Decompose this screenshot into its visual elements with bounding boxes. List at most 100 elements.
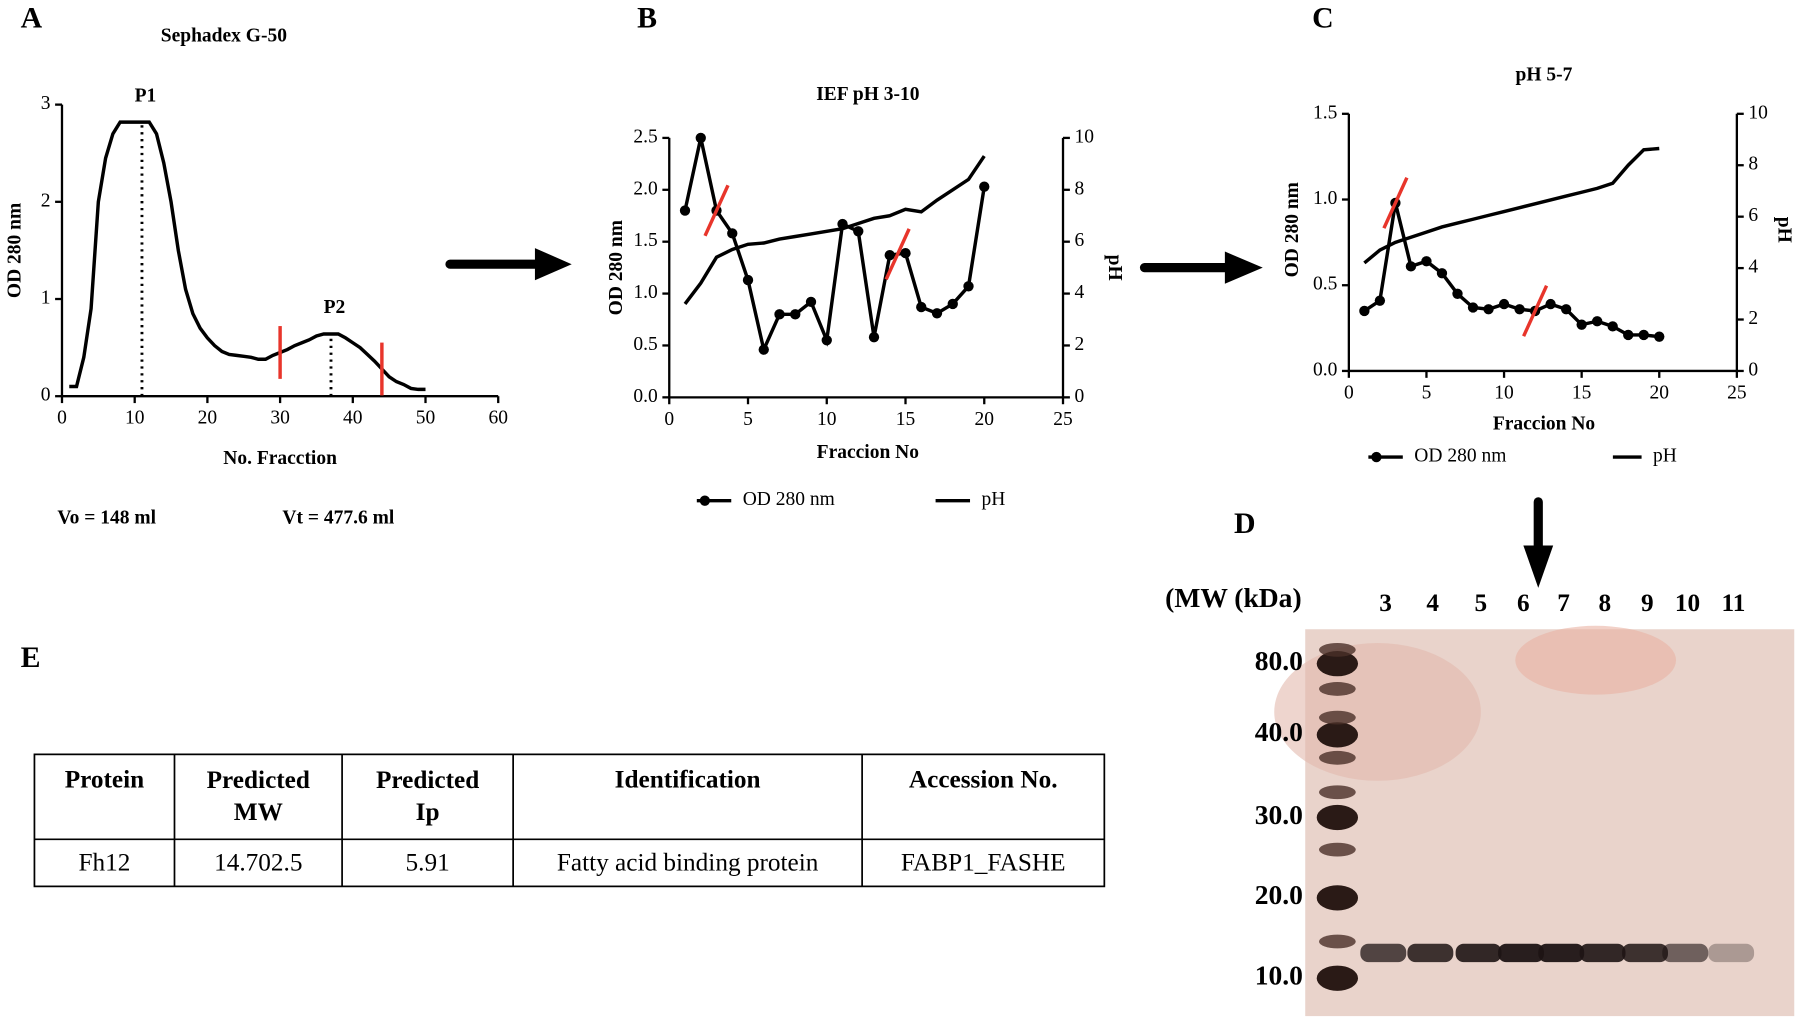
point [1483,304,1494,315]
y-tick-label: 1.0 [633,282,657,303]
band [1407,943,1454,963]
point [868,331,880,343]
x-tick-label: 50 [416,408,436,429]
point [774,309,785,320]
point [1623,329,1634,341]
y2-tick-label: 8 [1748,154,1758,175]
legend-label: pH [982,489,1006,510]
chart-title: Sephadex G-50 [161,25,287,46]
point [1560,304,1572,315]
axes [1347,113,1739,373]
ladder-band [1316,885,1359,911]
legend-marker [1371,451,1382,463]
point [758,344,769,355]
point [1452,288,1463,299]
point [916,301,927,313]
band [1662,943,1709,963]
ladder-band [1316,804,1359,831]
chart-title: pH 5-7 [1516,64,1573,85]
y-tick-label: 1.0 [1313,188,1337,209]
x-tick-label: 25 [1053,409,1073,430]
panel-label: D [1234,507,1256,540]
x-tick-label: 20 [198,408,218,429]
lane-label: 7 [1557,589,1570,617]
ladder-band [1319,785,1356,800]
ladder-band [1319,842,1356,857]
table: E Protein Predicted MW Predicted Ip Identific… [21,641,1106,888]
y-tick-label: 3 [41,93,51,114]
lane-label: 5 [1475,589,1488,617]
band [1579,943,1626,963]
point [805,296,817,308]
point [931,308,943,319]
point [695,132,706,144]
header-cell: Identification [615,766,761,794]
y-tick-label: 1.5 [633,230,657,251]
y-axis-label: OD 280 nm [606,220,627,315]
x-tick-label: 60 [488,408,508,429]
ladder-band [1319,643,1356,657]
y2-axis-label: pH [1773,217,1794,243]
x-axis-label: No. Fracction [223,448,337,469]
note: Vo = 148 ml [57,508,156,529]
gel-panel: D (MW (kDa) 3 4 5 6 7 8 9 10 11 80.0 40.0 30.0 20.0 1… [1165,507,1795,1017]
x-tick-label: 25 [1727,382,1747,403]
ladder-band [1316,722,1359,748]
point [727,228,738,239]
mw-label: 40.0 [1255,716,1303,747]
x-tick-label: 20 [975,409,995,430]
arrows [445,248,1554,588]
header-cell: Accession No. [909,766,1058,794]
lane-label: 6 [1517,589,1530,617]
lane-label: 3 [1379,589,1392,617]
x-tick-label: 20 [1650,382,1670,403]
cell: 14.702.5 [214,848,302,876]
x-tick-label: 15 [896,409,916,430]
band [1360,943,1407,963]
table-border [33,753,1106,888]
legend-label: OD 280 nm [743,489,835,510]
point [1638,329,1649,341]
band [1498,943,1545,963]
ladder-band [1316,965,1359,991]
ladder-band [1319,710,1356,725]
point [1359,305,1370,317]
y-tick-label: 2.5 [633,126,657,147]
band [1708,943,1755,963]
mw-label: 20.0 [1255,879,1303,910]
y2-tick-label: 0 [1074,386,1084,407]
lane-label: 9 [1641,589,1654,617]
y-axis-label: OD 280 nm [1282,182,1303,277]
cell: 5.91 [406,848,450,876]
point [1498,298,1510,310]
y-tick-label: 0.5 [633,334,657,355]
header-cell: Protein [65,766,144,794]
point [1592,316,1603,327]
x-tick-label: 30 [270,408,290,429]
peak-label: P1 [135,85,157,106]
data-line [69,120,426,392]
x-tick-label: 10 [817,409,837,430]
cell: FABP1_FASHE [901,848,1066,876]
y2-tick-label: 10 [1074,126,1094,147]
legend-label: pH [1653,446,1677,467]
cut-mark [1382,176,1409,229]
cut-mark [703,184,730,237]
y2-tick-label: 2 [1748,308,1758,329]
point [900,247,911,259]
y2-tick-label: 0 [1748,359,1758,380]
ladder-band [1319,750,1356,765]
point [1421,256,1432,267]
lane-label: 4 [1426,589,1439,617]
cut-mark [884,228,911,281]
lane-label: 10 [1675,589,1700,617]
point [1545,298,1556,310]
x-axis-label: Fraccion No [817,442,919,463]
point [679,205,691,216]
header-cell: Predicted MW [207,766,310,826]
y-tick-label: 1.5 [1313,102,1337,123]
point [1436,268,1448,279]
point [853,226,864,237]
point [979,181,990,192]
